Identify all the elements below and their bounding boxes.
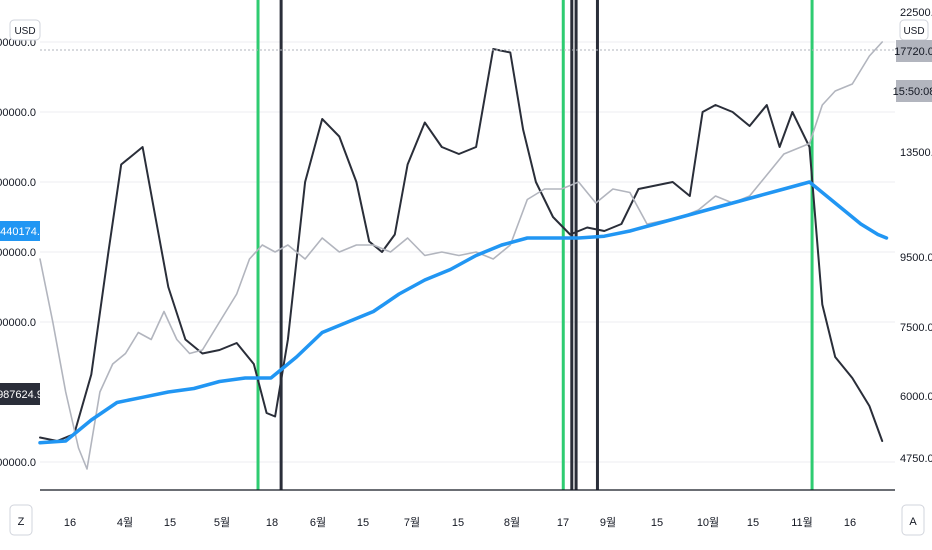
x-tick-label: 16	[844, 517, 856, 529]
x-tick-label: 10월	[697, 516, 719, 529]
bottom-right-button-label: A	[909, 516, 917, 528]
right-tick-label: 13500.0	[900, 147, 932, 159]
left-unit-badge[interactable]: USD	[9, 19, 41, 41]
black-price-tag-text: 987624.9	[0, 389, 43, 401]
gray-price-tag: 17720.0 15:50:08	[893, 40, 932, 102]
x-tick-label: 9월	[600, 516, 616, 529]
series-lines	[38, 41, 889, 470]
x-tick-label: 15	[357, 517, 369, 529]
right-unit-label: USD	[903, 26, 924, 37]
right-unit-badge[interactable]: USD	[899, 19, 929, 41]
left-tick-label: 800000.0	[0, 457, 36, 469]
series-line-gray	[39, 41, 884, 470]
x-tick-label: 5월	[214, 516, 230, 529]
x-tick-label: 16	[64, 517, 76, 529]
x-tick-label: 7월	[404, 516, 420, 529]
signal-lines	[256, 0, 814, 490]
gray-price-tag-text: 17720.0	[894, 46, 932, 58]
x-tick-label: 11월	[791, 516, 813, 529]
left-tick-label: 1200000.0	[0, 317, 36, 329]
x-axis-ticks: 16 4월 15 5월 18 6월 15 7월 15 8월 17 9월 15 10월 15 11월 16	[64, 516, 856, 529]
left-tick-label: 1800000.0	[0, 107, 36, 119]
x-tick-label: 8월	[504, 516, 520, 529]
right-tick-label: 9500.0	[900, 252, 932, 264]
left-tick-label: 1400000.0	[0, 247, 36, 259]
x-tick-label: 4월	[117, 516, 133, 529]
blue-price-tag-text: 1440174.5	[0, 226, 46, 238]
gray-countdown-text: 15:50:08	[893, 86, 932, 98]
x-tick-label: 15	[651, 517, 663, 529]
black-price-tag: 987624.9	[0, 383, 43, 405]
right-tick-label: 7500.0	[900, 322, 932, 334]
right-axis-ticks: 4750.0 6000.0 7500.0 9500.0 13500.0 22500.0	[900, 7, 932, 465]
bottom-right-button[interactable]: A	[901, 504, 925, 536]
right-tick-label: 4750.0	[900, 453, 932, 465]
x-tick-label: 6월	[310, 516, 326, 529]
x-tick-label: 17	[557, 517, 569, 529]
x-tick-label: 15	[747, 517, 759, 529]
left-axis-ticks: 800000.0 1200000.0 1400000.0 1600000.0 18000…	[0, 37, 36, 469]
left-tick-label: 1600000.0	[0, 177, 36, 189]
series-line-blue	[38, 180, 889, 445]
blue-price-tag: 1440174.5	[0, 221, 46, 241]
left-unit-label: USD	[14, 26, 35, 37]
bottom-left-button-label: Z	[18, 516, 25, 528]
right-tick-label: 6000.0	[900, 391, 932, 403]
x-tick-label: 18	[266, 517, 278, 529]
x-tick-label: 15	[164, 517, 176, 529]
right-tick-label: 22500.0	[900, 7, 932, 19]
bottom-left-button[interactable]: Z	[9, 504, 33, 536]
grid-lines	[40, 41, 895, 463]
series-line-black	[39, 48, 884, 442]
x-tick-label: 15	[452, 517, 464, 529]
